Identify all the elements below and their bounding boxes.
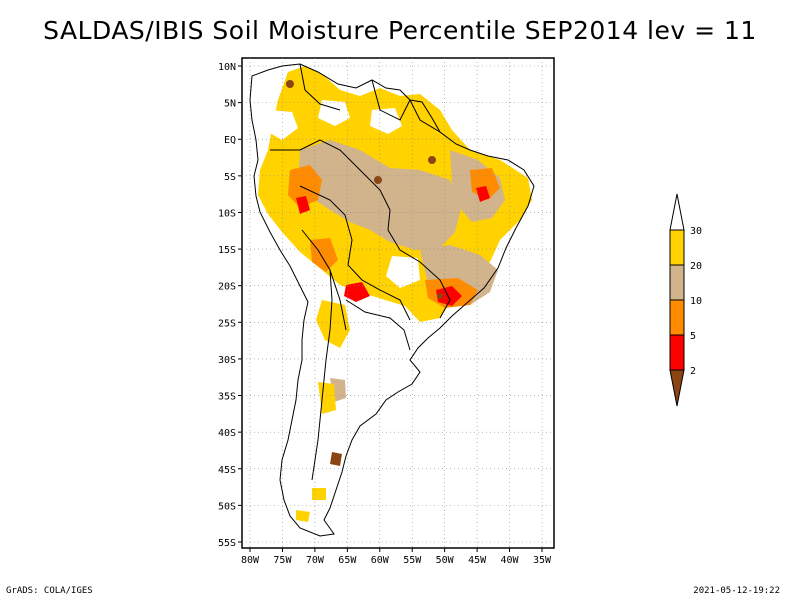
color-legend: 30 20 10 5 2 — [669, 193, 702, 407]
lon-tick-label: 60W — [371, 555, 390, 566]
lat-tick-label: 45S — [218, 465, 236, 476]
field-brown-spot — [286, 80, 294, 88]
legend-tick-label: 30 — [690, 226, 702, 237]
field-brown-spot — [437, 293, 443, 299]
lat-tick-label: 55S — [218, 538, 236, 549]
field-brown-patagonia — [330, 452, 342, 466]
field-red-bolivia — [344, 282, 370, 302]
legend-tick-label: 10 — [690, 296, 702, 307]
data-field — [258, 66, 532, 522]
country-borders — [270, 63, 451, 481]
gridlines — [242, 58, 554, 548]
field-red-ne — [476, 186, 490, 202]
lat-tick-label: 5N — [224, 99, 236, 110]
field-red-peru — [296, 196, 310, 214]
map-title: SALDAS/IBIS Soil Moisture Percentile SEP… — [43, 16, 757, 45]
continent-outline — [249, 63, 535, 537]
field-brown-spot — [428, 156, 436, 164]
lat-tick-label: 30S — [218, 355, 236, 366]
lon-tick-label: 45W — [468, 555, 487, 566]
field-gold-argentina — [316, 300, 350, 348]
lat-axis-labels: 10N 5N EQ 5S 10S 15S 20S 25S 30S 35S 40S 45S 50S 55S — [218, 62, 242, 549]
field-gold-tdf — [296, 510, 310, 522]
lon-tick-label: 70W — [306, 555, 325, 566]
legend-bin — [669, 369, 685, 407]
lat-tick-label: 50S — [218, 501, 236, 512]
field-white-hole — [370, 108, 402, 134]
field-orange-west — [288, 165, 322, 208]
footer-credit: GrADS: COLA/IGES — [6, 586, 93, 596]
lon-tick-label: 40W — [501, 555, 520, 566]
field-tan-central — [298, 140, 462, 250]
lat-tick-label: 25S — [218, 318, 236, 329]
lon-tick-label: 75W — [273, 555, 292, 566]
lat-tick-label: 15S — [218, 245, 236, 256]
legend-bin — [669, 229, 685, 266]
lon-tick-label: 65W — [338, 555, 357, 566]
legend-tick-label: 5 — [690, 331, 696, 342]
lat-tick-label: 35S — [218, 392, 236, 403]
lat-tick-label: 20S — [218, 282, 236, 293]
lat-tick-label: 40S — [218, 428, 236, 439]
lat-tick-label: 10N — [218, 62, 236, 73]
lon-tick-label: 50W — [436, 555, 455, 566]
legend-bin — [669, 193, 685, 231]
legend-bin — [669, 334, 685, 371]
footer-timestamp: 2021-05-12-19:22 — [693, 586, 780, 596]
legend-bin — [669, 264, 685, 301]
field-red-se — [436, 286, 462, 306]
field-white-hole — [318, 100, 350, 126]
legend-bin — [669, 299, 685, 336]
legend-tick-label: 20 — [690, 261, 702, 272]
field-brown-spot — [374, 176, 382, 184]
coastlines — [249, 63, 535, 537]
lon-tick-label: 35W — [533, 555, 552, 566]
legend-tick-label: 2 — [690, 366, 696, 377]
field-white-hole — [268, 110, 298, 140]
lat-tick-label: EQ — [224, 135, 236, 146]
lon-axis-labels: 80W 75W 70W 65W 60W 55W 50W 45W 40W 35W — [241, 548, 552, 566]
lat-tick-label: 5S — [224, 172, 236, 183]
field-orange-andes — [310, 238, 338, 272]
lon-tick-label: 55W — [403, 555, 422, 566]
lat-tick-label: 10S — [218, 208, 236, 219]
field-gold-patagonia — [312, 488, 326, 500]
lon-tick-label: 80W — [241, 555, 260, 566]
field-white-hole — [386, 256, 420, 288]
